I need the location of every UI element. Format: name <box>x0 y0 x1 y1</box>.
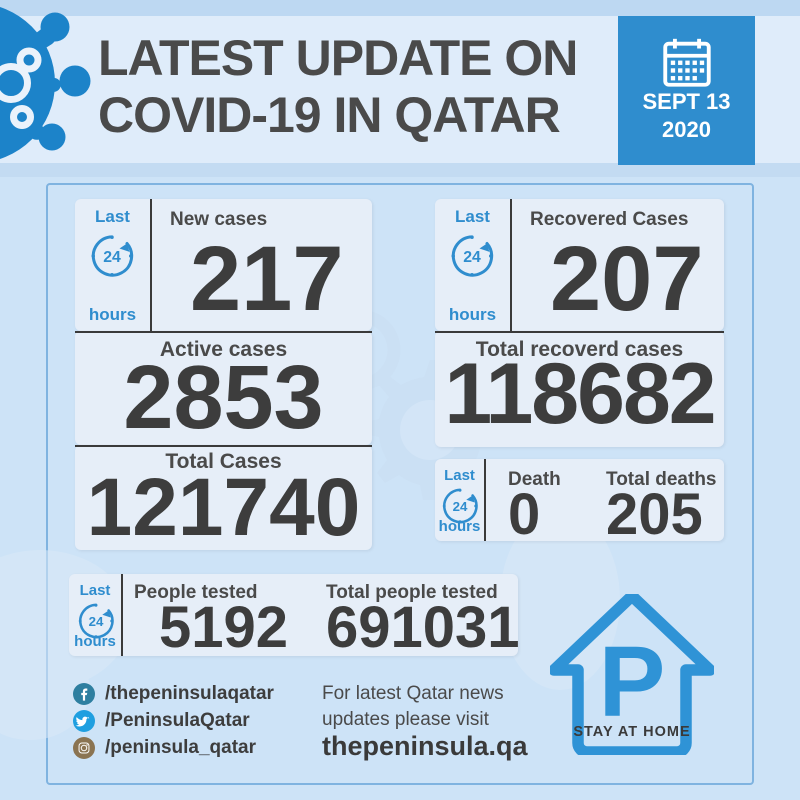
svg-text:STAY AT HOME: STAY AT HOME <box>573 724 690 740</box>
svg-text:P: P <box>599 626 666 738</box>
